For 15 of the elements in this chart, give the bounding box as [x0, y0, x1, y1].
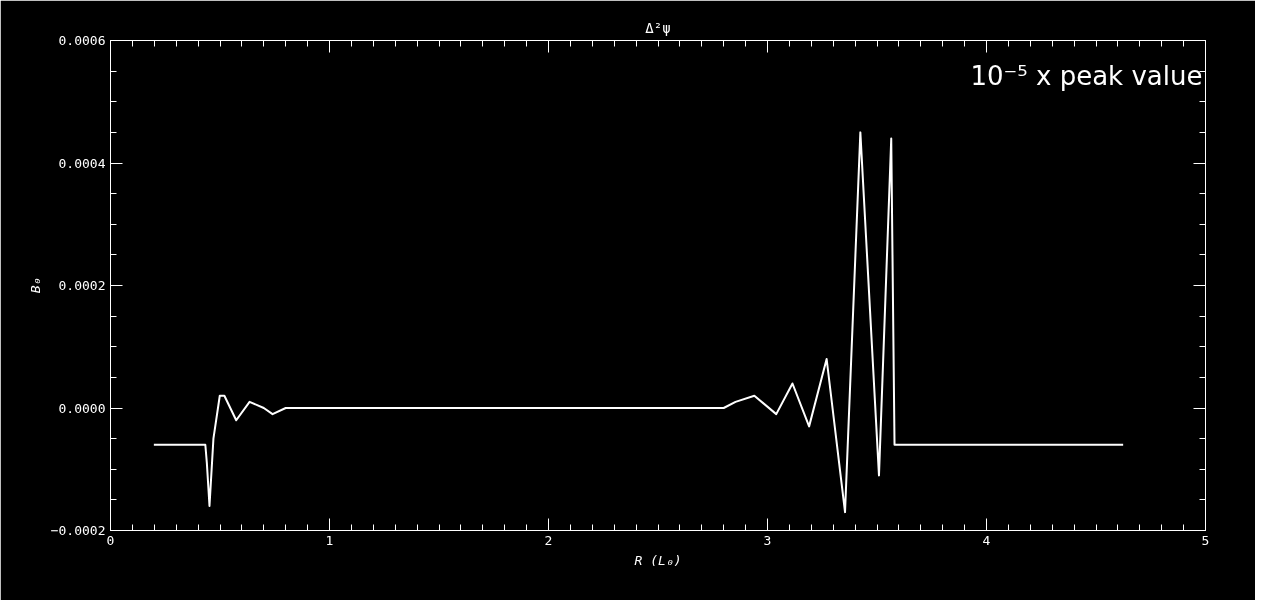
x-tick-label: 2	[544, 532, 553, 548]
annotation: 10⁻⁵ x peak value	[970, 60, 1203, 91]
chart-title: Δ²ψ	[645, 19, 671, 36]
x-tick-label: 0	[106, 532, 115, 548]
y-tick-label: 0.0006	[58, 33, 106, 48]
y-tick-label: 0.0004	[58, 155, 106, 171]
y-tick-label: 0.0000	[58, 400, 106, 416]
y-axis-title: B₀	[27, 277, 43, 294]
x-tick-label: 1	[325, 532, 334, 548]
x-tick-label: 3	[763, 532, 772, 548]
x-tick-label: 5	[1201, 532, 1210, 548]
y-tick-label: 0.0002	[58, 278, 106, 293]
x-axis-title: R (L₀)	[634, 552, 682, 568]
y-tick-label: −0.0002	[50, 523, 106, 538]
x-tick-label: 4	[982, 532, 991, 548]
